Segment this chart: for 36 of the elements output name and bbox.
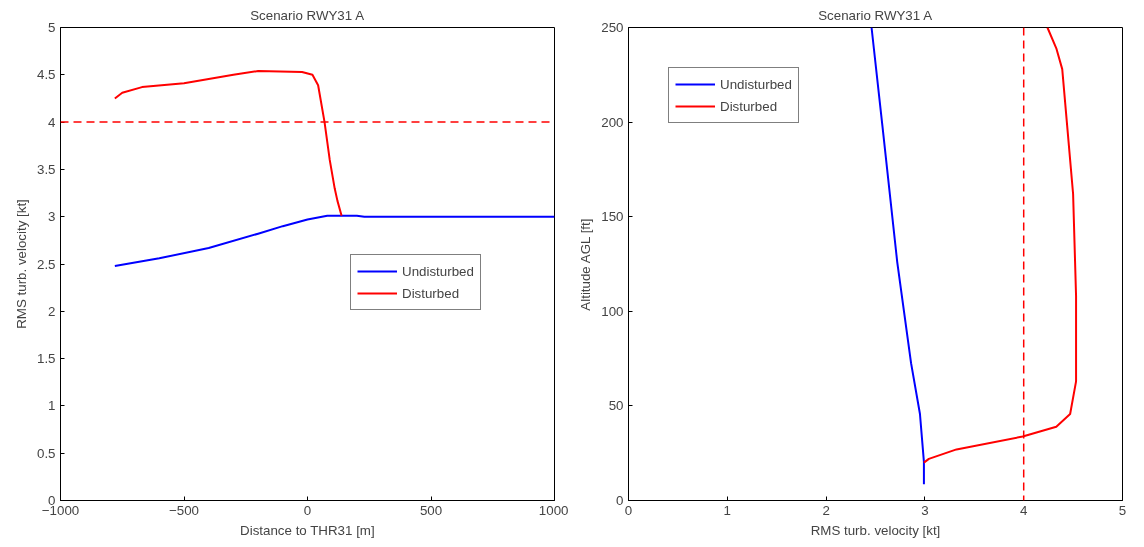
x-tick-label: 3 bbox=[921, 502, 929, 518]
x-tick-label: −500 bbox=[168, 502, 200, 518]
y-tick-label: 2 bbox=[48, 303, 56, 319]
y-tick-label: 3 bbox=[48, 209, 56, 225]
x-axis-title: Distance to THR31 [m] bbox=[240, 522, 375, 538]
y-tick-label: 2.5 bbox=[36, 256, 56, 272]
chart-title: Scenario RWY31 A bbox=[250, 7, 365, 23]
y-tick-label: 150 bbox=[601, 209, 624, 225]
line-series bbox=[113, 214, 555, 267]
x-axis-title: RMS turb. velocity [kt] bbox=[810, 522, 941, 538]
chart-title: Scenario RWY31 A bbox=[818, 7, 933, 23]
x-tick-label: 0 bbox=[303, 502, 312, 518]
y-axis-title: Altitude AGL [ft] bbox=[578, 218, 594, 311]
x-tick-label: 4 bbox=[1019, 502, 1028, 518]
x-tick-label: 2 bbox=[822, 502, 830, 518]
legend-label: Disturbed bbox=[402, 285, 460, 301]
y-tick-label: 1.5 bbox=[36, 351, 56, 367]
line-series bbox=[870, 27, 925, 486]
y-tick-label: 4 bbox=[48, 114, 57, 130]
y-tick-label: 200 bbox=[601, 114, 624, 130]
y-tick-label: 4.5 bbox=[36, 67, 56, 83]
y-tick-label: 50 bbox=[608, 398, 624, 414]
y-axis-title: RMS turb. velocity [kt] bbox=[13, 199, 29, 329]
x-tick-label: 1 bbox=[723, 502, 732, 518]
x-tick-label: 1000 bbox=[538, 502, 569, 518]
y-tick-label: 1 bbox=[48, 398, 56, 414]
y-tick-label: 5 bbox=[48, 20, 56, 35]
y-tick-label: 250 bbox=[601, 20, 624, 35]
legend-label: Undisturbed bbox=[720, 76, 792, 92]
legend-label: Disturbed bbox=[720, 98, 778, 114]
legend-label: Undisturbed bbox=[402, 263, 474, 279]
y-tick-label: 3.5 bbox=[36, 161, 56, 177]
y-tick-label: 100 bbox=[601, 303, 624, 319]
x-tick-label: 5 bbox=[1118, 502, 1127, 518]
x-tick-label: 500 bbox=[419, 502, 443, 518]
y-tick-label: 0.5 bbox=[36, 445, 56, 461]
